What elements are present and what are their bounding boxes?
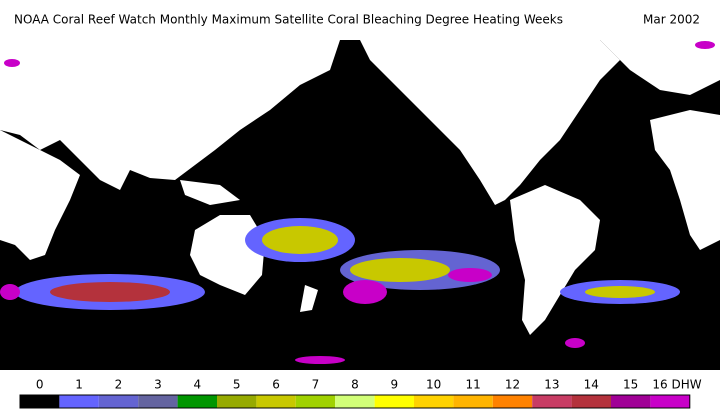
patch (4, 59, 20, 67)
color-swatch (532, 395, 572, 408)
greenland-europe (600, 40, 720, 95)
africa-west (0, 130, 80, 260)
patch (448, 268, 492, 282)
patch (262, 226, 338, 254)
north-america (360, 40, 620, 205)
color-swatch (335, 395, 375, 408)
patch (695, 41, 715, 49)
land (0, 40, 720, 335)
map (0, 40, 720, 370)
color-swatch (374, 395, 414, 408)
color-swatch (20, 395, 60, 408)
patch (50, 282, 170, 302)
colorbar: 0 1 2 3 4 5 6 7 8 9 10 11 12 13 14 15 16 DHW (19, 378, 702, 409)
legend-label: 13 (544, 378, 559, 392)
legend-label: 16 DHW (652, 378, 701, 392)
legend-label: 9 (390, 378, 398, 392)
color-swatch (59, 395, 99, 408)
legend-label: 11 (465, 378, 480, 392)
legend-label: 14 (584, 378, 599, 392)
color-swatch (650, 395, 690, 408)
legend-label: 0 (36, 378, 44, 392)
patch (350, 258, 450, 282)
legend-label: 10 (426, 378, 441, 392)
color-swatch (256, 395, 296, 408)
legend-label: 12 (505, 378, 520, 392)
legend-label: 4 (193, 378, 201, 392)
legend-label: 7 (312, 378, 320, 392)
legend-label: 1 (75, 378, 83, 392)
color-swatch (217, 395, 257, 408)
color-swatch (492, 395, 533, 408)
title: NOAA Coral Reef Watch Monthly Maximum Sa… (14, 13, 563, 27)
legend-label: 8 (351, 378, 359, 392)
patch (585, 286, 655, 298)
color-swatch (98, 395, 139, 408)
patch (343, 280, 387, 304)
color-swatch (295, 395, 336, 408)
colorbar-border (19, 394, 691, 409)
legend-label: 5 (233, 378, 241, 392)
date: Mar 2002 (643, 13, 700, 27)
new-zealand (300, 285, 318, 312)
patch (295, 356, 345, 364)
color-swatch (414, 395, 454, 408)
color-swatch (177, 395, 217, 408)
africa-east (650, 110, 720, 250)
color-swatch (611, 395, 651, 408)
indonesia (180, 180, 240, 205)
south-america (510, 185, 600, 335)
legend-label: 6 (272, 378, 280, 392)
color-swatch (453, 395, 493, 408)
legend-label: 2 (115, 378, 123, 392)
color-swatch (571, 395, 611, 408)
color-swatch (138, 395, 178, 408)
patch (0, 284, 20, 300)
legend-label: 3 (154, 378, 162, 392)
patch (565, 338, 585, 348)
legend-label: 15 (623, 378, 638, 392)
eurasia (0, 40, 340, 190)
australia (190, 215, 265, 295)
heat-patches (0, 41, 715, 364)
